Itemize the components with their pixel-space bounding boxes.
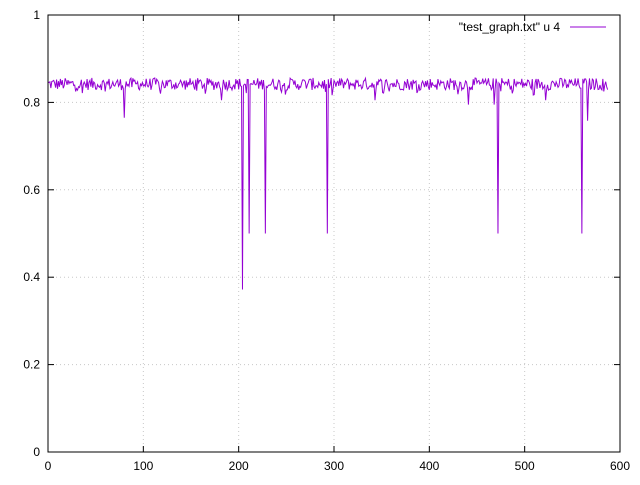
y-tick-label: 0	[33, 445, 40, 459]
x-tick-label: 400	[419, 459, 439, 473]
y-tick-label: 1	[33, 8, 40, 22]
tick-layer: 0 100 200 300 400 500 600 0 0.2 0.4 0.6 0.8 1	[23, 8, 630, 473]
y-tick-label: 0.4	[23, 270, 40, 284]
y-tick-label: 0.6	[23, 183, 40, 197]
x-tick-label: 0	[45, 459, 52, 473]
x-tick-label: 600	[610, 459, 630, 473]
x-tick-label: 100	[133, 459, 153, 473]
x-tick-label: 500	[515, 459, 535, 473]
legend: "test_graph.txt" u 4	[459, 20, 606, 34]
x-tick-label: 200	[229, 459, 249, 473]
series-line	[47, 76, 609, 290]
x-tick-label: 300	[324, 459, 344, 473]
series-layer	[47, 76, 609, 290]
legend-label: "test_graph.txt" u 4	[459, 20, 561, 34]
y-tick-label: 0.2	[23, 358, 40, 372]
y-tick-label: 0.8	[23, 95, 40, 109]
